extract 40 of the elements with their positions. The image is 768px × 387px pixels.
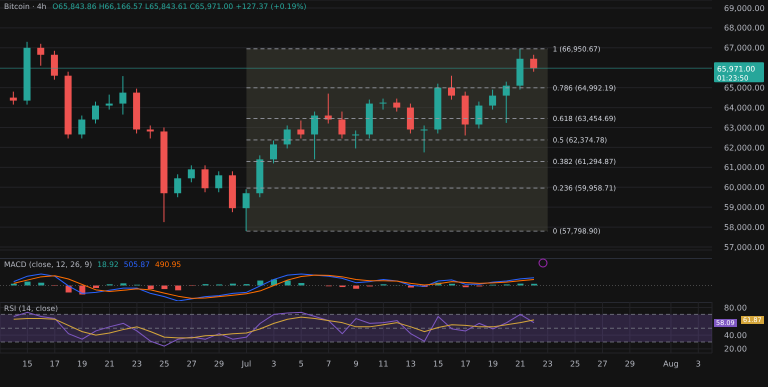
- y-tick-label: 68,000.00: [724, 24, 765, 33]
- x-tick-label: 3: [696, 360, 701, 369]
- x-tick-label: 27: [186, 360, 197, 369]
- x-tick-label: 17: [460, 360, 471, 369]
- y-tick-label: 20.00: [724, 344, 747, 354]
- x-tick-label: 15: [433, 360, 444, 369]
- y-tick-label: 60,000.00: [724, 183, 765, 192]
- y-tick-label: 61,000.00: [724, 163, 765, 172]
- x-tick-label: 5: [298, 360, 304, 369]
- x-tick-label: 17: [50, 360, 60, 369]
- y-tick-label: 65,000.00: [724, 83, 765, 92]
- x-tick-label: 11: [378, 360, 388, 369]
- x-tick-label: 7: [326, 360, 332, 369]
- y-tick-label: 62,000.00: [724, 143, 765, 152]
- x-tick-label: 25: [570, 360, 580, 369]
- y-tick-label: 67,000.00: [724, 44, 765, 53]
- y-tick-label: 80.00: [724, 303, 747, 312]
- x-tick-label: 21: [515, 360, 526, 369]
- x-tick-label: Aug: [663, 360, 679, 369]
- x-tick-label: 23: [132, 360, 142, 369]
- x-tick-label: 9: [353, 360, 359, 369]
- y-tick-label: 40.00: [724, 330, 747, 340]
- y-tick-label: 58,000.00: [724, 222, 765, 232]
- x-tick-label: 23: [542, 360, 553, 369]
- y-tick-label: 63,000.00: [724, 123, 765, 132]
- x-tick-label: 29: [624, 360, 635, 369]
- x-tick-label: 25: [159, 360, 170, 369]
- y-tick-label: 64,000.00: [724, 103, 765, 112]
- x-tick-label: 21: [104, 360, 115, 369]
- y-tick-label: 69,000.00: [724, 4, 765, 13]
- x-tick-label: 13: [406, 360, 416, 369]
- y-tick-label: 57,000.00: [724, 242, 765, 252]
- x-tick-label: 19: [488, 360, 498, 369]
- x-tick-label: 3: [271, 360, 276, 369]
- x-tick-label: 15: [22, 360, 32, 369]
- x-tick-label: 19: [77, 360, 88, 369]
- x-tick-label: Jul: [240, 360, 252, 369]
- y-tick-label: 59,000.00: [724, 203, 765, 212]
- x-tick-label: 29: [214, 360, 224, 369]
- x-tick-label: 27: [597, 360, 608, 369]
